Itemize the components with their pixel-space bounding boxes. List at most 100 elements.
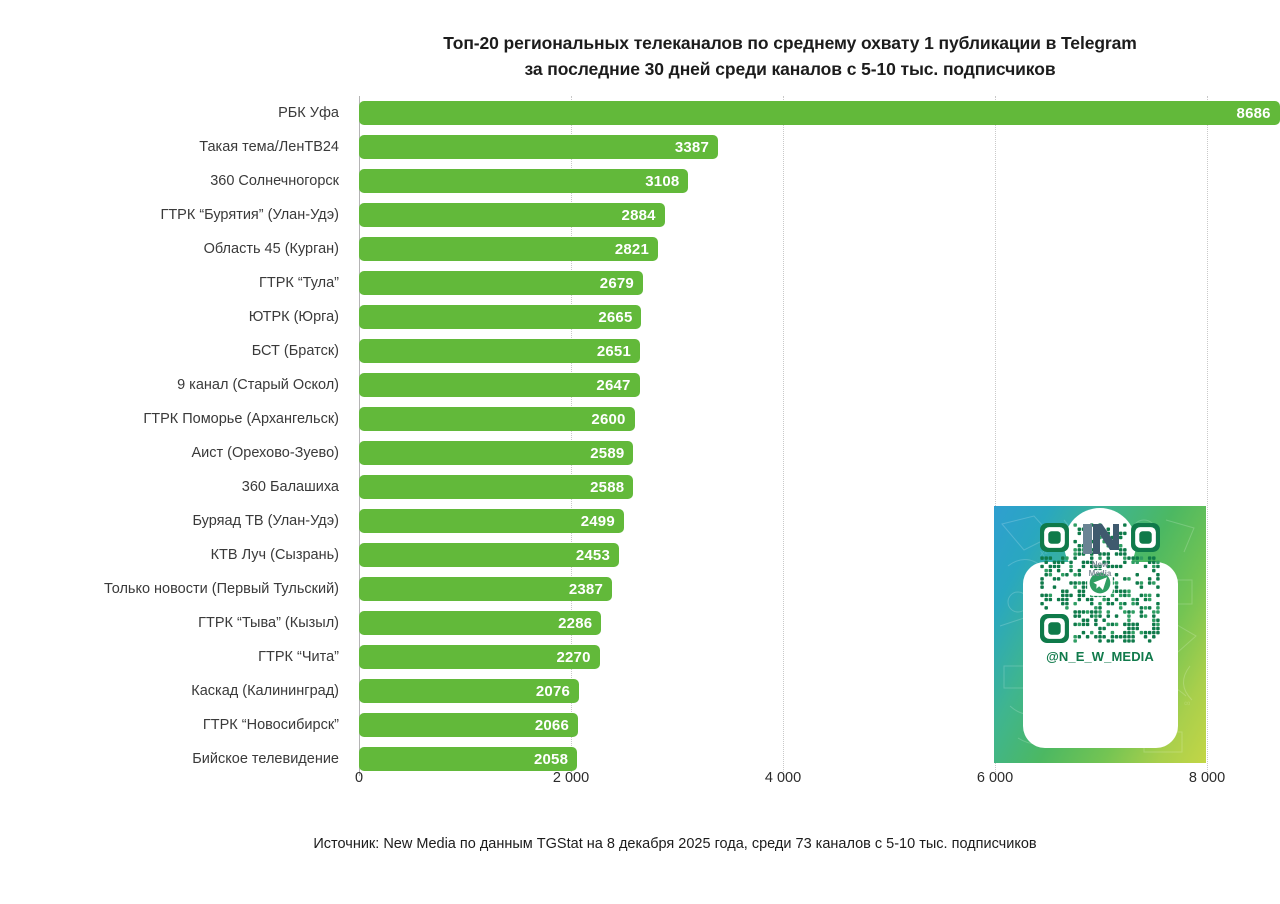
category-label: ГТРК “Тула” [258, 275, 339, 291]
bar-value-label: 2884 [621, 206, 656, 224]
bar-value-label: 2058 [533, 750, 569, 768]
bar-row: 3387 [359, 130, 1219, 164]
bar[interactable]: 2499 [359, 509, 624, 533]
bar-value-label: 2651 [596, 342, 631, 360]
category-label: Бийское телевидение [192, 751, 339, 767]
bar-row: 8686 [359, 96, 1280, 130]
bar-row: 2884 [359, 198, 1219, 232]
bar[interactable]: 2387 [359, 577, 613, 601]
bar-value-label: 2588 [590, 478, 625, 496]
bar-row: 3108 [359, 164, 1219, 198]
bar-value-label: 2821 [614, 240, 650, 258]
bar-value-label: 2076 [535, 682, 571, 700]
category-label: Только новости (Первый Тульский) [103, 581, 339, 597]
bar-row: 2647 [359, 368, 1219, 402]
chart-title: Топ-20 региональных телеканалов по средн… [300, 30, 1280, 82]
bar-value-label: 2286 [558, 614, 593, 632]
bars-container: 8686 3387 3108 2884 2821 2679 2665 2651 2647 2600… [359, 96, 1280, 776]
category-label: ГТРК “Чита” [258, 649, 339, 665]
bar-value-label: 2679 [599, 274, 634, 292]
category-label: 9 канал (Старый Оскол) [177, 377, 339, 393]
bar-row: 2076 [359, 674, 1219, 708]
category-label: 360 Балашиха [241, 479, 339, 495]
category-label: ГТРК “Новосибирск” [202, 717, 339, 733]
bar-row: 2821 [359, 232, 1219, 266]
bar[interactable]: 2651 [359, 339, 640, 363]
bar-value-label: 3387 [674, 138, 710, 156]
bar[interactable]: 2076 [359, 679, 580, 703]
category-label: Каскад (Калининград) [191, 683, 339, 699]
bar-value-label: 2387 [568, 580, 604, 598]
bar[interactable]: 2679 [359, 271, 643, 295]
category-label: Буряад ТВ (Улан-Удэ) [192, 513, 339, 529]
bar[interactable]: 3387 [359, 135, 719, 159]
bar-row: 2679 [359, 266, 1219, 300]
category-label: ГТРК “Бурятия” (Улан-Удэ) [160, 207, 339, 223]
bar[interactable]: 2588 [359, 475, 634, 499]
logo-text-line-1: New [1091, 560, 1109, 569]
bar-row: 2066 [359, 708, 1219, 742]
chart-title-line-1: Топ-20 региональных телеканалов по средн… [443, 33, 1137, 53]
bar[interactable]: 2453 [359, 543, 620, 567]
bar[interactable]: 2665 [359, 305, 642, 329]
plot-area: РБК Уфа Такая тема/ЛенТВ24 360 Солнечногор… [0, 96, 1280, 776]
bar[interactable]: 2058 [359, 747, 578, 771]
bar-row: 2499 [359, 504, 1219, 538]
logo-text: New Media [1089, 560, 1112, 578]
bar[interactable]: 2884 [359, 203, 665, 227]
qr-code-icon[interactable] [1040, 523, 1160, 643]
bar-value-label: 2665 [598, 308, 633, 326]
bar-row: 2453 [359, 538, 1219, 572]
x-axis-tick-label: 8 000 [1188, 770, 1226, 786]
bar-value-label: 2453 [575, 546, 611, 564]
x-axis-tick-label: 0 [354, 770, 364, 786]
category-label: ЮТРК (Юрга) [248, 309, 339, 325]
x-axis-tick-label: 4 000 [764, 770, 802, 786]
bar[interactable]: 3108 [359, 169, 689, 193]
category-label: 360 Солнечногорск [210, 173, 339, 189]
bar-row: 2600 [359, 402, 1219, 436]
new-media-logo-icon [1083, 524, 1119, 554]
category-label: РБК Уфа [278, 105, 339, 121]
category-label: Такая тема/ЛенТВ24 [199, 139, 339, 155]
bar[interactable]: 2600 [359, 407, 635, 431]
watermark-qr-block[interactable]: x² ∑ π ∞ √ New Media @N_E_W_MEDIA [994, 506, 1206, 763]
bar[interactable]: 8686 [359, 101, 1280, 125]
category-label: Область 45 (Курган) [203, 241, 339, 257]
bar[interactable]: 2066 [359, 713, 578, 737]
bar-row: 2058 [359, 742, 1219, 776]
category-label: БСТ (Братск) [251, 343, 339, 359]
chart-title-line-2: за последние 30 дней среди каналов с 5-1… [524, 59, 1056, 79]
bar-value-label: 2499 [580, 512, 615, 530]
category-label: ГТРК Поморье (Архангельск) [143, 411, 339, 427]
bar-value-label: 2270 [556, 648, 591, 666]
bar-value-label: 2647 [596, 376, 631, 394]
bar-row: 2286 [359, 606, 1219, 640]
bar-row: 2589 [359, 436, 1219, 470]
bar-value-label: 3108 [645, 172, 680, 190]
logo-text-line-2: Media [1088, 569, 1112, 578]
category-label: ГТРК “Тыва” (Кызыл) [198, 615, 339, 631]
x-axis-tick-label: 2 000 [552, 770, 590, 786]
bar[interactable]: 2821 [359, 237, 659, 261]
category-label: КТВ Луч (Сызрань) [210, 547, 339, 563]
x-axis-tick-label: 6 000 [976, 770, 1014, 786]
bar-value-label: 2600 [591, 410, 626, 428]
bar-row: 2651 [359, 334, 1219, 368]
bar-row: 2588 [359, 470, 1219, 504]
bar[interactable]: 2270 [359, 645, 600, 669]
category-axis-labels: РБК Уфа Такая тема/ЛенТВ24 360 Солнечногор… [0, 96, 348, 776]
svg-text:∞: ∞ [1184, 698, 1190, 708]
bar[interactable]: 2286 [359, 611, 602, 635]
bar-value-label: 2066 [534, 716, 569, 734]
bar-row: 2270 [359, 640, 1219, 674]
bar[interactable]: 2647 [359, 373, 640, 397]
watermark-handle: @N_E_W_MEDIA [1046, 649, 1154, 664]
bar-row: 2665 [359, 300, 1219, 334]
x-axis: 0 2 000 4 000 6 000 8 000 [355, 770, 1239, 798]
bar-value-label: 8686 [1236, 104, 1271, 122]
bar[interactable]: 2589 [359, 441, 634, 465]
bar-value-label: 2589 [590, 444, 625, 462]
source-note: Источник: New Media по данным TGStat на … [313, 836, 1037, 852]
